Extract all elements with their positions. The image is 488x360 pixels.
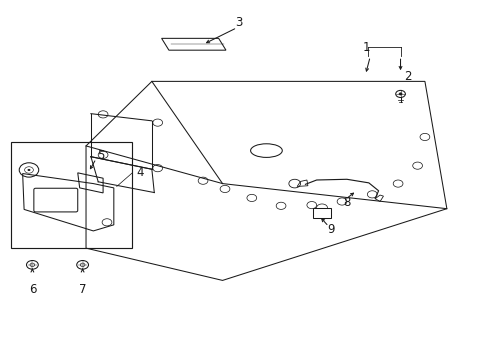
Bar	[11, 142, 132, 248]
Text: 1: 1	[362, 41, 369, 54]
Text: 4: 4	[136, 166, 143, 179]
Text: 2: 2	[403, 69, 411, 82]
Text: 3: 3	[234, 17, 242, 30]
Circle shape	[398, 93, 401, 95]
Circle shape	[27, 169, 30, 171]
Text: 7: 7	[79, 283, 86, 296]
Text: 5: 5	[97, 149, 104, 162]
Text: 6: 6	[29, 283, 36, 296]
Text: 8: 8	[343, 196, 350, 209]
Bar	[312, 208, 330, 218]
Text: 9: 9	[327, 223, 334, 236]
